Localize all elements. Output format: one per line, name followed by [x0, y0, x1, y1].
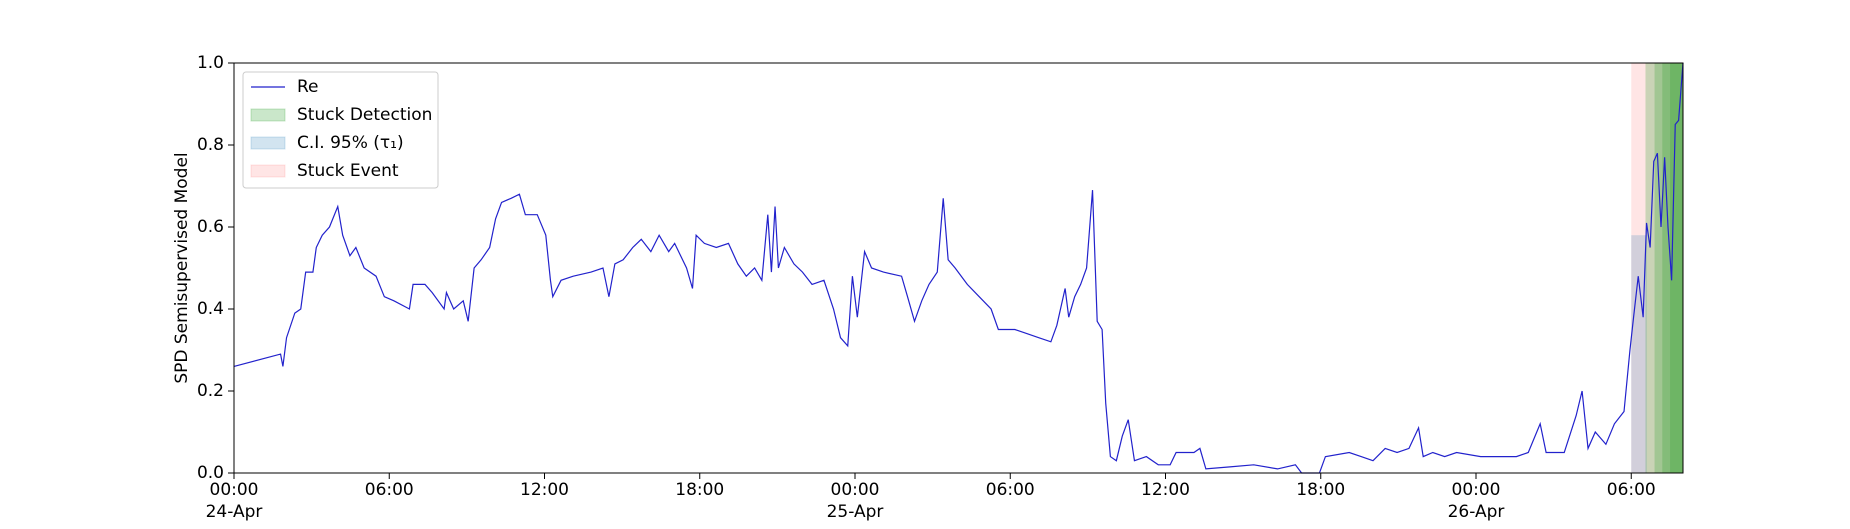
x-tick-label: 06:00	[1607, 480, 1656, 500]
x-tick-label: 12:00	[520, 480, 569, 500]
x-tick-label: 00:00	[1452, 480, 1501, 500]
y-tick-label: 0.0	[197, 463, 224, 483]
region-span	[1654, 63, 1683, 473]
x-tick-label: 00:00	[210, 480, 259, 500]
region-span	[1631, 235, 1647, 473]
y-tick-label: 1.0	[197, 53, 224, 73]
y-tick-label: 0.2	[197, 381, 224, 401]
legend-patch	[250, 164, 286, 178]
x-date-label: 26-Apr	[1448, 502, 1505, 522]
y-tick-label: 0.4	[197, 299, 224, 319]
x-tick-label: 06:00	[365, 480, 414, 500]
x-tick-label: 18:00	[1296, 480, 1345, 500]
legend-patch	[250, 108, 286, 122]
legend-label: Stuck Event	[297, 161, 399, 181]
x-tick-label: 12:00	[1141, 480, 1190, 500]
region-span	[1645, 63, 1683, 473]
data-line	[233, 62, 1684, 474]
region-span	[1670, 63, 1683, 473]
y-tick-label: 0.6	[197, 217, 224, 237]
x-date-label: 24-Apr	[206, 502, 263, 522]
legend-label: Re	[297, 77, 319, 97]
legend-box	[242, 71, 439, 189]
legend-label: C.I. 95% (τ₁)	[297, 133, 404, 153]
plot-frame	[233, 62, 1684, 474]
x-date-label: 25-Apr	[827, 502, 884, 522]
x-tick-label: 18:00	[675, 480, 724, 500]
region-span	[1662, 63, 1683, 473]
legend-label: Stuck Detection	[297, 105, 432, 125]
x-tick-label: 00:00	[831, 480, 880, 500]
y-tick-label: 0.8	[197, 135, 224, 155]
legend-patch	[250, 136, 286, 150]
y-axis-label: SPD Semisupervised Model	[172, 152, 192, 383]
region-span	[1631, 63, 1683, 473]
x-tick-label: 06:00	[986, 480, 1035, 500]
